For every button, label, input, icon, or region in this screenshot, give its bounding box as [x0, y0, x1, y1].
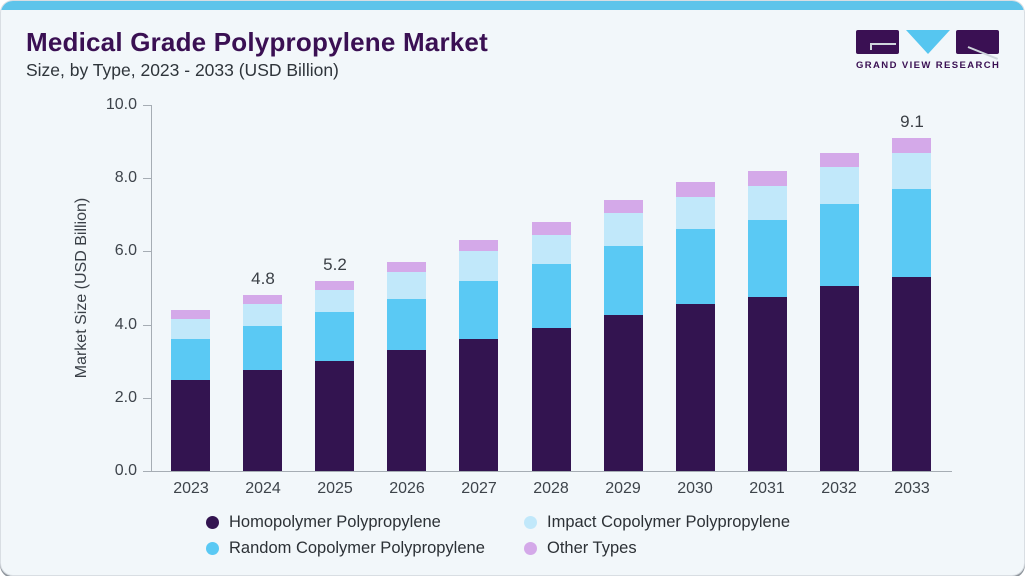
- bar-segment-2024-homopolymer-polypropylene: [243, 370, 282, 471]
- legend-label: Other Types: [547, 539, 637, 557]
- y-tick-mark: [143, 178, 151, 179]
- bar-segment-2027-other-types: [459, 240, 498, 251]
- logo-r-line: [967, 46, 999, 60]
- x-axis-label-2032: 2032: [821, 480, 857, 497]
- bar-segment-2024-impact-copolymer-polypropylene: [243, 304, 282, 326]
- bar-segment-2023-impact-copolymer-polypropylene: [171, 319, 210, 339]
- legend-dot-icon: [206, 542, 219, 555]
- y-tick-label: 4.0: [114, 316, 137, 333]
- page-title: Medical Grade Polypropylene Market: [26, 27, 488, 57]
- bar-segment-2031-impact-copolymer-polypropylene: [748, 186, 787, 220]
- y-tick-label: 8.0: [114, 169, 137, 186]
- bar-segment-2030-homopolymer-polypropylene: [676, 304, 715, 471]
- bar-segment-2023-random-copolymer-polypropylene: [171, 339, 210, 380]
- bar-segment-2032-impact-copolymer-polypropylene: [820, 167, 859, 204]
- bar-segment-2028-impact-copolymer-polypropylene: [532, 235, 571, 264]
- legend-dot-icon: [206, 516, 219, 529]
- x-axis-label-2024: 2024: [245, 480, 281, 497]
- x-axis-label-2033: 2033: [894, 480, 930, 497]
- legend-dot-icon: [524, 516, 537, 529]
- bar-segment-2032-other-types: [820, 153, 859, 167]
- y-tick-label: 0.0: [114, 462, 137, 479]
- bar-segment-2025-random-copolymer-polypropylene: [315, 312, 354, 361]
- x-axis-label-2030: 2030: [677, 480, 713, 497]
- bar-segment-2024-random-copolymer-polypropylene: [243, 326, 282, 370]
- y-tick-mark: [143, 398, 151, 399]
- bar-segment-2029-homopolymer-polypropylene: [604, 315, 643, 471]
- bar-segment-2030-other-types: [676, 182, 715, 197]
- bar-segment-2029-random-copolymer-polypropylene: [604, 246, 643, 315]
- bar-segment-2033-other-types: [892, 138, 931, 153]
- logo-marks: [856, 30, 999, 60]
- bar-segment-2028-random-copolymer-polypropylene: [532, 264, 571, 328]
- bar-segment-2030-impact-copolymer-polypropylene: [676, 197, 715, 229]
- bar-total-label-2033: 9.1: [900, 112, 924, 131]
- bar-segment-2025-other-types: [315, 281, 354, 290]
- bar-segment-2031-random-copolymer-polypropylene: [748, 220, 787, 297]
- bar-segment-2029-impact-copolymer-polypropylene: [604, 213, 643, 246]
- bar-segment-2031-other-types: [748, 171, 787, 186]
- logo-v-triangle-icon: [905, 30, 950, 54]
- logo-g-mark-icon: [856, 30, 899, 54]
- x-axis-label-2028: 2028: [533, 480, 569, 497]
- bar-segment-2033-impact-copolymer-polypropylene: [892, 153, 931, 189]
- bar-total-label-2025: 5.2: [323, 255, 347, 274]
- y-tick-label: 10.0: [105, 96, 137, 113]
- page-subtitle: Size, by Type, 2023 - 2033 (USD Billion): [26, 60, 339, 80]
- legend-item-random-copolymer-polypropylene: Random Copolymer Polypropylene: [206, 539, 524, 558]
- bar-total-label-2024: 4.8: [251, 269, 275, 288]
- legend-item-impact-copolymer-polypropylene: Impact Copolymer Polypropylene: [524, 513, 790, 532]
- x-axis-label-2026: 2026: [389, 480, 425, 497]
- y-tick-mark: [143, 325, 151, 326]
- y-tick-label: 2.0: [114, 389, 137, 406]
- y-tick-mark: [143, 251, 151, 252]
- bar-segment-2033-random-copolymer-polypropylene: [892, 189, 931, 277]
- y-axis-title: Market Size (USD Billion): [73, 197, 90, 379]
- logo-r-mark-icon: [956, 30, 999, 60]
- bar-segment-2023-homopolymer-polypropylene: [171, 380, 210, 471]
- x-axis-label-2031: 2031: [749, 480, 785, 497]
- bar-segment-2030-random-copolymer-polypropylene: [676, 229, 715, 304]
- bar-segment-2027-homopolymer-polypropylene: [459, 339, 498, 471]
- x-axis-label-2025: 2025: [317, 480, 353, 497]
- x-axis-label-2027: 2027: [461, 480, 497, 497]
- legend-label: Impact Copolymer Polypropylene: [547, 513, 791, 531]
- logo-wordmark: GRAND VIEW RESEARCH: [856, 60, 1001, 71]
- bar-segment-2032-homopolymer-polypropylene: [820, 286, 859, 471]
- y-tick-label: 6.0: [114, 242, 137, 259]
- legend-item-homopolymer-polypropylene: Homopolymer Polypropylene: [206, 513, 524, 532]
- legend-label: Homopolymer Polypropylene: [229, 513, 441, 531]
- bar-segment-2025-homopolymer-polypropylene: [315, 361, 354, 471]
- bar-segment-2026-homopolymer-polypropylene: [387, 350, 426, 471]
- bar-segment-2028-homopolymer-polypropylene: [532, 328, 571, 471]
- y-tick-mark: [143, 471, 151, 472]
- x-axis-label-2023: 2023: [173, 480, 209, 497]
- grand-view-research-logo: GRAND VIEW RESEARCH: [856, 30, 999, 71]
- legend-dot-icon: [524, 542, 537, 555]
- bar-segment-2026-random-copolymer-polypropylene: [387, 299, 426, 350]
- legend-label: Random Copolymer Polypropylene: [229, 539, 485, 557]
- x-axis-label-2029: 2029: [605, 480, 641, 497]
- bar-segment-2026-impact-copolymer-polypropylene: [387, 272, 426, 299]
- bar-segment-2025-impact-copolymer-polypropylene: [315, 290, 354, 312]
- top-accent-strip: [1, 1, 1024, 10]
- bar-segment-2024-other-types: [243, 295, 282, 304]
- y-axis-line: [151, 105, 152, 472]
- bar-segment-2027-impact-copolymer-polypropylene: [459, 251, 498, 281]
- bar-segment-2029-other-types: [604, 200, 643, 213]
- bar-segment-2032-random-copolymer-polypropylene: [820, 204, 859, 286]
- logo-g-line: [870, 43, 896, 50]
- x-axis-line: [151, 471, 952, 472]
- bar-segment-2026-other-types: [387, 262, 426, 272]
- bar-segment-2031-homopolymer-polypropylene: [748, 297, 787, 471]
- bar-segment-2023-other-types: [171, 310, 210, 319]
- y-tick-mark: [143, 105, 151, 106]
- bar-segment-2033-homopolymer-polypropylene: [892, 277, 931, 471]
- chart-legend: Homopolymer Polypropylene Impact Copolyme…: [206, 513, 790, 558]
- bar-segment-2028-other-types: [532, 222, 571, 235]
- legend-item-other-types: Other Types: [524, 539, 790, 558]
- bar-segment-2027-random-copolymer-polypropylene: [459, 281, 498, 339]
